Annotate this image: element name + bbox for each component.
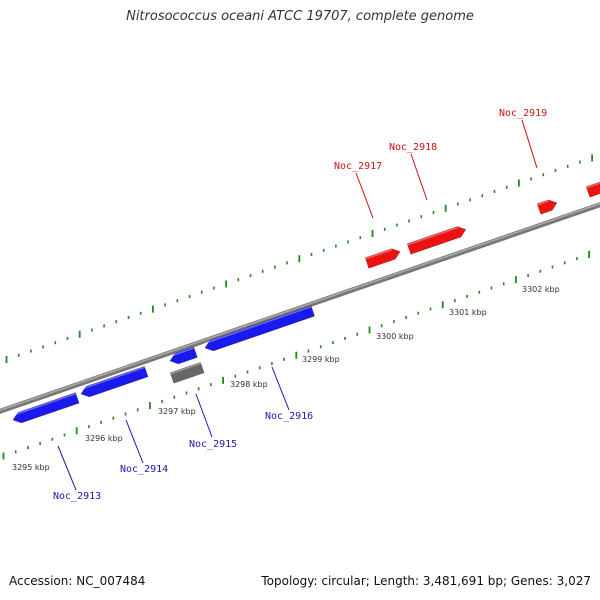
gene-arrow-body [12, 392, 80, 424]
gene-arrow-highlight [407, 226, 458, 246]
gene-arrow-highlight [79, 366, 146, 391]
scale-tick-label: 3299 kbp [302, 355, 340, 364]
gene-arrow[interactable] [168, 346, 198, 366]
gene-label[interactable]: Noc_2914 [120, 464, 168, 475]
scale-tick-label: 3297 kbp [158, 407, 196, 416]
gene-arrow[interactable] [169, 362, 205, 384]
gene-label[interactable]: Noc_2919 [499, 108, 547, 119]
gene-arrow-body [80, 365, 149, 398]
gene-label-leader [125, 419, 144, 464]
scale-tick-label: 3298 kbp [230, 380, 268, 389]
gene-arrow[interactable] [536, 198, 559, 215]
gene-label-leader [57, 445, 77, 491]
gene-arrow-highlight [203, 305, 312, 345]
gene-arrow[interactable] [11, 392, 80, 426]
gene-arrow-highlight [170, 362, 202, 375]
gene-label-leader [195, 393, 213, 438]
scale-tick-labels: 3295 kbp 3296 kbp 3297 kbp 3298 kbp 3299 kbp… [12, 285, 560, 472]
gene-label[interactable]: Noc_2917 [334, 161, 382, 172]
gene-label[interactable]: Noc_2918 [389, 142, 437, 153]
gene-arrow[interactable] [79, 365, 149, 399]
gene-arrow-body [169, 362, 205, 384]
gene-arrow-highlight [586, 179, 600, 189]
scale-tick-label: 3300 kbp [376, 332, 414, 341]
genome-summary-text: Topology: circular; Length: 3,481,691 bp… [261, 574, 591, 588]
gene-arrow[interactable] [406, 224, 467, 255]
gene-arrow-highlight [365, 248, 393, 260]
gene-arrow[interactable] [364, 246, 402, 269]
gene-label[interactable]: Noc_2916 [265, 411, 313, 422]
gene-label[interactable]: Noc_2915 [189, 439, 237, 450]
gene-arrow-body [536, 199, 558, 215]
gene-label-leader [410, 153, 428, 201]
genome-title: Nitrosococcus oceani ATCC 19707, complet… [126, 9, 474, 24]
scale-tick-label: 3301 kbp [449, 308, 487, 317]
forward-scale-ticks [5, 154, 593, 363]
gene-arrow[interactable] [203, 305, 315, 354]
reverse-scale-ticks [2, 250, 590, 460]
gene-arrow-body [406, 226, 467, 255]
gene-features [11, 177, 600, 426]
gene-label-leaders [57, 119, 538, 491]
genome-backbone-highlight [0, 202, 600, 412]
scale-tick-label: 3296 kbp [85, 434, 123, 443]
accession-text: Accession: NC_007484 [9, 574, 146, 588]
gene-labels: Noc_2913 Noc_2914 Noc_2915 Noc_2916 Noc_2917… [53, 108, 547, 502]
gene-arrow-body [585, 178, 600, 198]
gene-label-leader [271, 366, 290, 411]
gene-label-leader [355, 172, 374, 219]
gene-arrow-body [169, 346, 198, 365]
gene-arrow[interactable] [585, 177, 600, 198]
gene-arrow-body [204, 305, 315, 352]
gene-label[interactable]: Noc_2913 [53, 491, 101, 502]
scale-tick-label: 3302 kbp [522, 285, 560, 294]
gene-arrow-body [364, 248, 401, 269]
gene-label-leader [521, 119, 538, 169]
genome-backbone [0, 202, 600, 414]
gene-arrow-highlight [537, 200, 550, 206]
scale-tick-label: 3295 kbp [12, 463, 50, 472]
gene-arrow-highlight [11, 392, 77, 417]
gene-arrow-highlight [168, 347, 195, 358]
